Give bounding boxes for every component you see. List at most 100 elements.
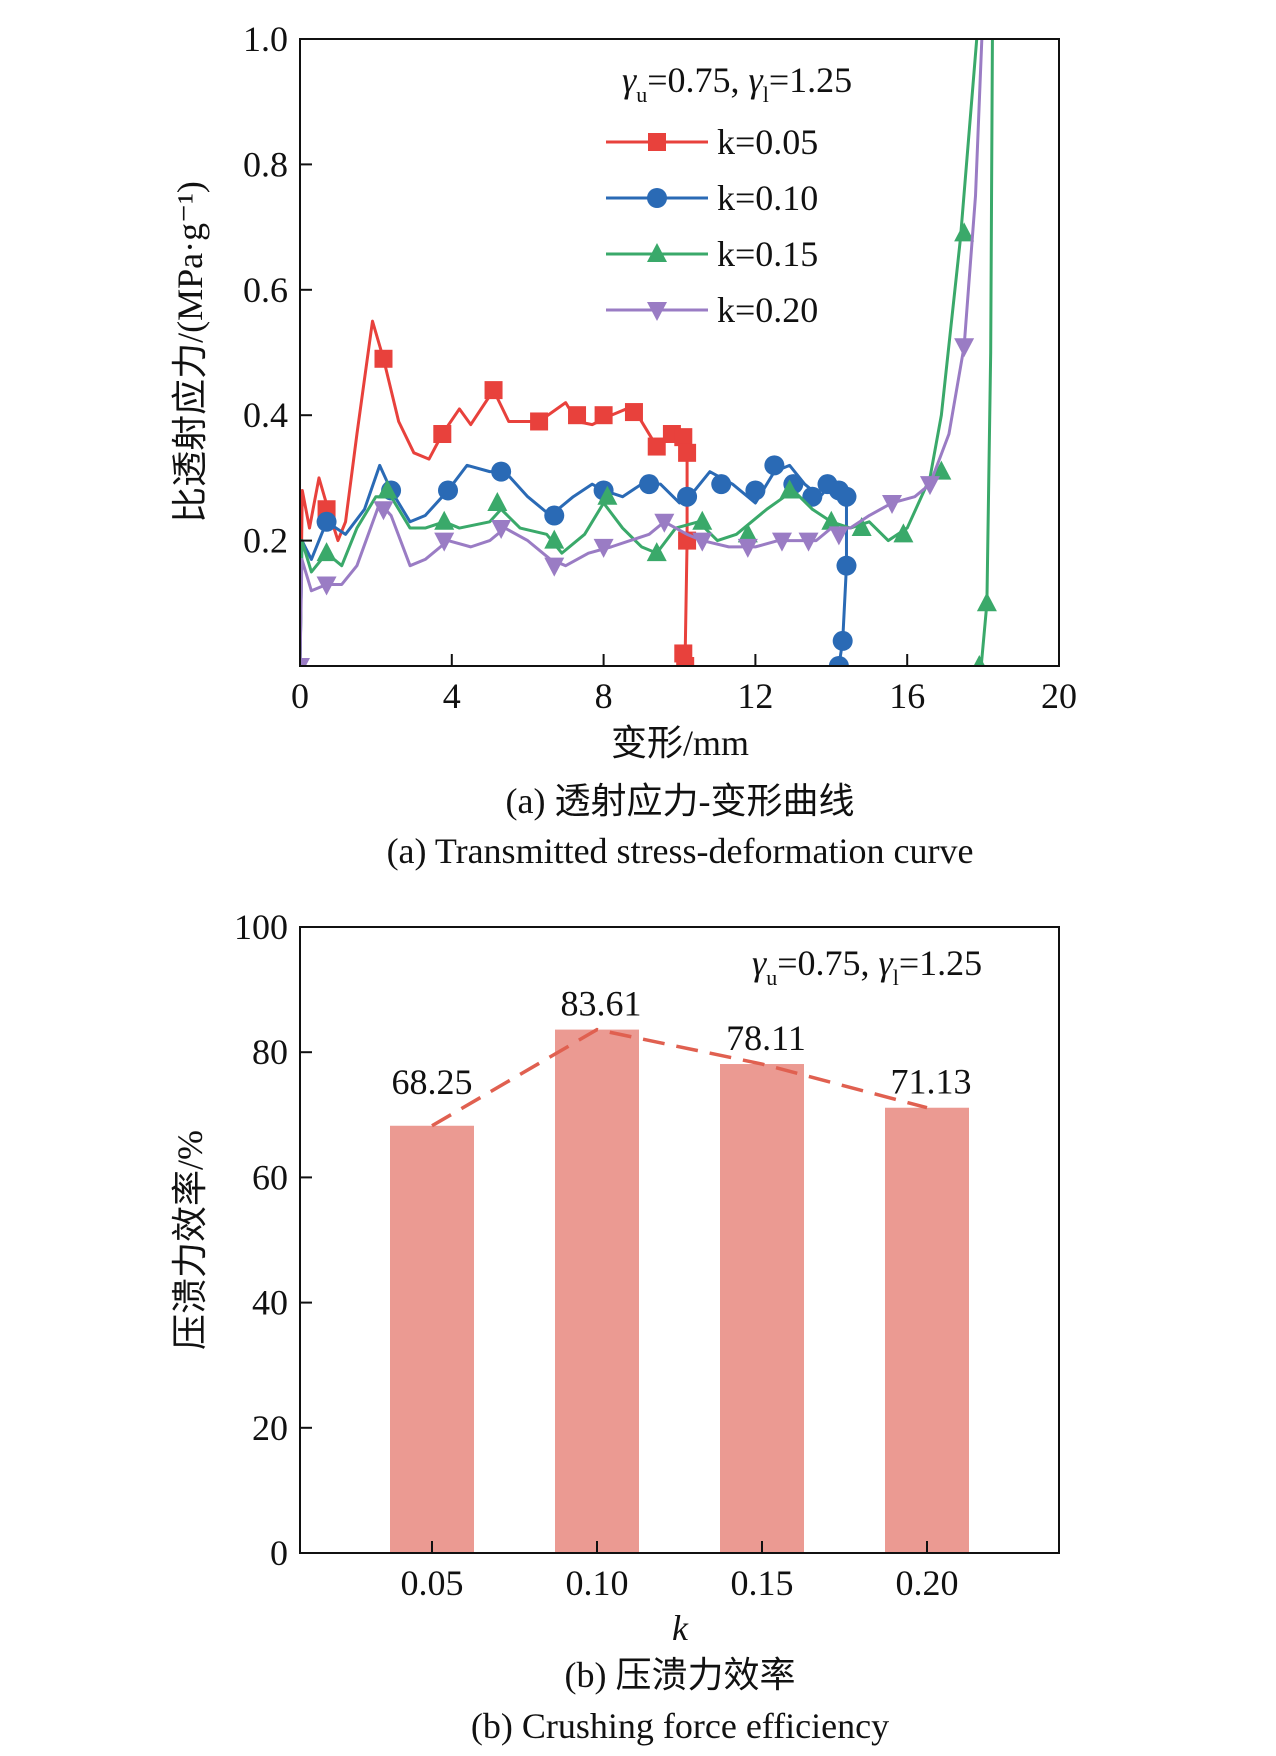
series-k=0.10: [300, 455, 857, 666]
data-point: [836, 486, 857, 507]
data-point: [374, 349, 393, 368]
data-point: [893, 523, 914, 543]
caption-en: (b) Crushing force efficiency: [471, 1706, 889, 1746]
series-layer: [300, 39, 997, 666]
bar-0.05: [390, 1125, 474, 1553]
data-point: [646, 542, 667, 562]
legend: k=0.05 k=0.10 k=0.15 k=0.20: [606, 122, 818, 330]
data-point: [484, 381, 503, 400]
x-axis-label: k: [672, 1608, 689, 1648]
data-point: [919, 476, 940, 496]
data-point: [544, 557, 565, 577]
legend-item: k=0.15: [606, 234, 818, 274]
y-tick-label: 40: [252, 1283, 288, 1323]
data-point: [779, 479, 800, 499]
data-point: [373, 501, 394, 521]
x-tick-label: 12: [737, 676, 773, 716]
legend-label: k=0.15: [717, 234, 818, 274]
stress-deformation-chart: 0 4 8 12 16 20 0.2 0.4 0.6 0.8 1.0 γu=0.75, γl=1.2…: [170, 19, 1077, 871]
data-point: [737, 523, 758, 543]
data-point: [593, 538, 614, 558]
y-axis-label: 比透射应力/(MPa·g⁻¹): [170, 181, 210, 523]
data-point: [544, 529, 565, 549]
y-tick-label: 100: [234, 907, 288, 947]
y-tick-label: 0.2: [243, 521, 288, 561]
bar-0.15: [720, 1064, 804, 1553]
legend-label: k=0.05: [717, 122, 818, 162]
x-axis-label: 变形/mm: [611, 723, 749, 763]
x-tick-label: 4: [443, 676, 461, 716]
data-point: [491, 520, 512, 540]
axis-ticks: 0 4 8 12 16 20 0.2 0.4 0.6 0.8 1.0: [243, 19, 1077, 716]
plot-frame: [299, 38, 1060, 667]
bar-0.10: [555, 1029, 639, 1553]
data-point: [692, 510, 713, 530]
caption-en: (a) Transmitted stress-deformation curve: [387, 831, 974, 871]
data-point: [832, 630, 853, 651]
data-point: [764, 455, 785, 476]
y-tick-label: 0: [270, 1533, 288, 1573]
x-tick-label: 0.05: [401, 1563, 464, 1603]
parameter-annotation: γu=0.75, γl=1.25: [752, 943, 982, 990]
crushing-efficiency-chart: 68.25 83.61 78.11 71.13 0.05 0.10 0.15 0.20 0 20…: [170, 907, 1060, 1746]
x-tick-label: 0.20: [896, 1563, 959, 1603]
data-point: [639, 474, 660, 495]
data-point: [802, 486, 823, 507]
value-label: 78.11: [726, 1018, 806, 1058]
data-point: [882, 494, 903, 514]
value-label: 83.61: [561, 984, 642, 1024]
data-point: [836, 555, 857, 576]
data-point: [674, 428, 693, 447]
y-tick-label: 0.8: [243, 144, 288, 184]
caption-cn: (b) 压溃力效率: [565, 1655, 796, 1695]
y-tick-label: 1.0: [243, 19, 288, 59]
y-tick-label: 0.4: [243, 395, 288, 435]
x-tick-label: 20: [1041, 676, 1077, 716]
legend-marker: [647, 302, 667, 321]
legend-label: k=0.20: [717, 290, 818, 330]
value-label: 68.25: [392, 1062, 473, 1102]
data-point: [316, 511, 337, 532]
y-tick-label: 0.6: [243, 270, 288, 310]
data-point: [597, 485, 618, 505]
data-point: [828, 526, 849, 546]
y-tick-label: 20: [252, 1408, 288, 1448]
parameter-annotation: γu=0.75, γl=1.25: [622, 60, 852, 107]
value-label: 71.13: [891, 1062, 972, 1102]
data-point: [678, 443, 697, 462]
data-point: [954, 338, 975, 358]
data-point: [544, 505, 565, 526]
data-point: [798, 532, 819, 552]
trend-line: [431, 1027, 928, 1128]
data-point: [976, 592, 997, 612]
legend-marker: [647, 243, 667, 262]
x-tick-label: 0: [291, 676, 309, 716]
legend-item: k=0.10: [606, 178, 818, 218]
data-point: [491, 461, 512, 482]
data-point: [973, 655, 986, 666]
data-point: [828, 656, 849, 666]
bars-layer: 68.25 83.61 78.11 71.13: [390, 984, 972, 1553]
legend-marker: [648, 133, 666, 151]
data-point: [676, 657, 695, 666]
bar-0.20: [885, 1107, 969, 1553]
data-point: [654, 513, 675, 533]
data-point: [530, 412, 549, 431]
y-tick-label: 80: [252, 1032, 288, 1072]
legend-item: k=0.05: [606, 122, 818, 162]
data-point: [851, 517, 872, 537]
data-point: [568, 406, 587, 425]
data-point: [438, 480, 459, 501]
legend-item: k=0.20: [606, 290, 818, 330]
data-point: [316, 542, 337, 562]
plot-frame: [299, 926, 1060, 1554]
data-point: [594, 406, 613, 425]
data-point: [377, 479, 398, 499]
data-point: [434, 532, 455, 552]
data-point: [737, 538, 758, 558]
data-point: [433, 425, 452, 444]
series-k=0.20: [300, 39, 984, 666]
data-point: [821, 510, 842, 530]
data-point: [677, 486, 698, 507]
data-point: [316, 576, 337, 596]
